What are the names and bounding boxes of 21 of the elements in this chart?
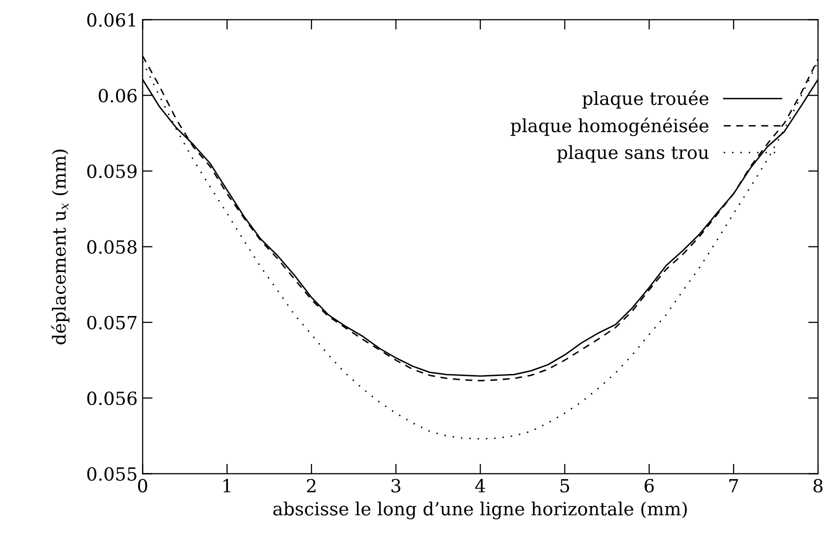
y-tick-label: 0.06 [98, 88, 137, 102]
y-tick-label: 0.059 [87, 164, 137, 178]
legend-label: plaque homogénéisée [510, 118, 708, 136]
x-tick-label: 0 [138, 478, 148, 493]
y-tick-label: 0.058 [87, 240, 137, 254]
x-axis-title: abscisse le long d’une ligne horizontale (mm) [273, 502, 687, 520]
y-tick-label: 0.057 [87, 316, 136, 330]
x-tick-label: 6 [644, 478, 654, 493]
x-tick-label: 5 [560, 479, 570, 493]
y-tick-label: 0.061 [87, 13, 136, 27]
y-tick-label: 0.056 [87, 391, 137, 406]
x-tick-label: 8 [813, 478, 823, 493]
x-tick-label: 7 [729, 479, 738, 492]
legend-label: plaque sans trou [557, 145, 709, 163]
x-tick-label: 3 [392, 478, 400, 493]
y-tick-label: 0.055 [87, 467, 136, 481]
legend-label: plaque trouée [582, 90, 708, 109]
y-axis-title: déplacement u$_{x}$ (mm) [51, 150, 70, 344]
x-tick-label: 4 [475, 478, 486, 492]
x-tick-label: 2 [306, 478, 316, 492]
x-tick-label: 1 [224, 478, 230, 492]
